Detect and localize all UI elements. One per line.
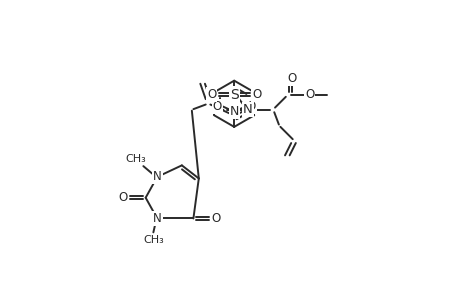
Text: O: O xyxy=(212,100,221,113)
Text: O: O xyxy=(118,191,128,204)
Text: N: N xyxy=(229,105,238,118)
Text: N: N xyxy=(152,170,161,183)
Text: CH₃: CH₃ xyxy=(143,235,163,245)
Text: O: O xyxy=(304,88,313,101)
Text: N: N xyxy=(152,212,161,225)
Text: O: O xyxy=(207,88,216,101)
Text: O: O xyxy=(211,212,220,225)
Text: CH₃: CH₃ xyxy=(125,154,146,164)
Text: O: O xyxy=(287,72,296,85)
Text: S: S xyxy=(230,88,238,101)
Text: O: O xyxy=(252,88,261,101)
Text: N: N xyxy=(243,103,252,116)
Text: O: O xyxy=(246,100,255,113)
